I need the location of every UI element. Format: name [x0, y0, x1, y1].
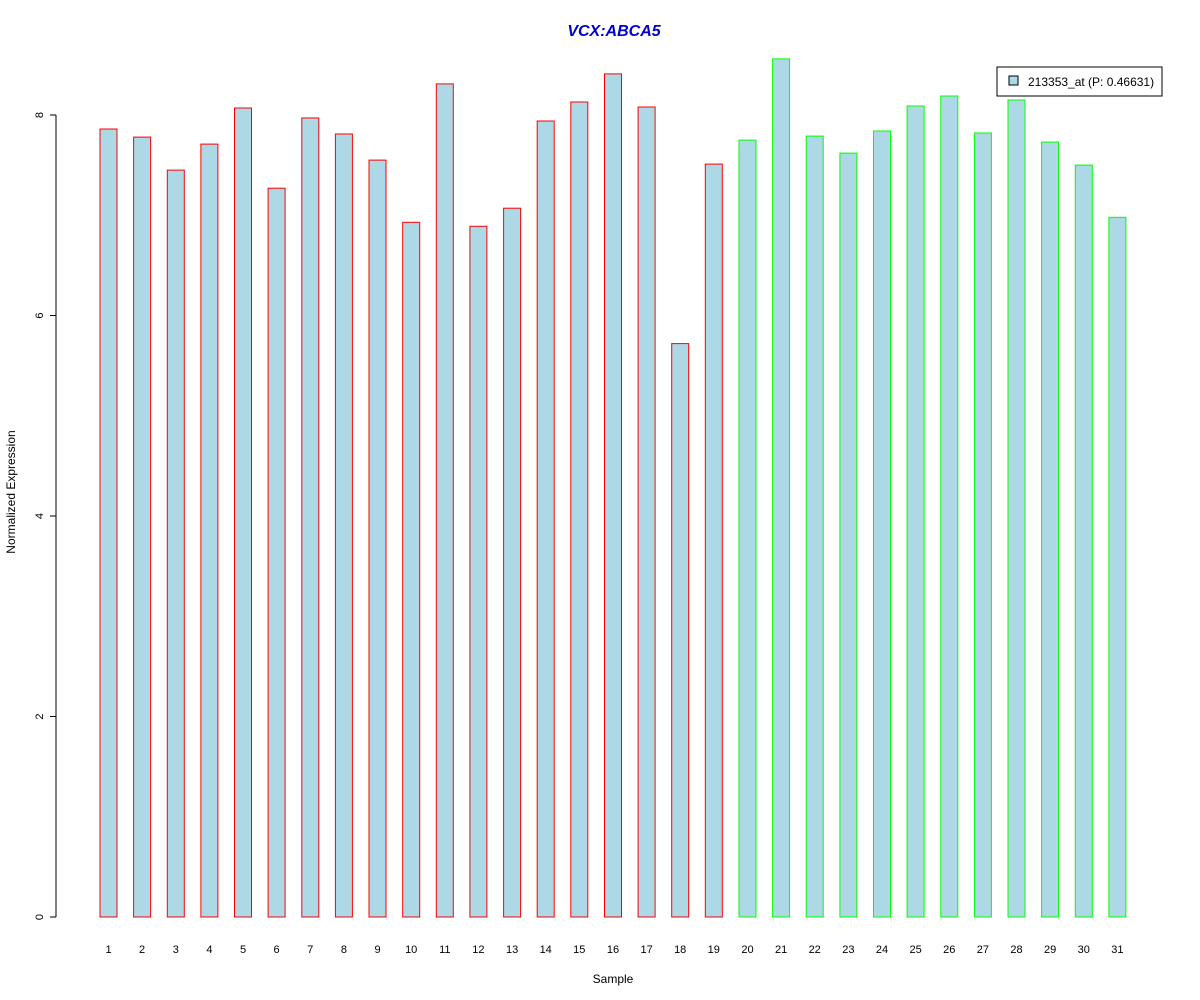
x-tick-label: 15	[573, 944, 585, 956]
x-tick-label: 30	[1078, 944, 1090, 956]
bar-sample-16	[604, 73, 622, 918]
bar-sample-7	[301, 117, 320, 918]
bar-sample-17	[637, 106, 656, 918]
bar-sample-31	[1108, 216, 1127, 918]
bar-sample-1	[99, 128, 118, 918]
x-tick-label: 26	[943, 944, 955, 956]
x-axis-labels: 1 2 3 4 5 6 7 8 9 10 11 12 13 14 15 16 17 18 19 20 21 22 23 24 2…	[105, 944, 1123, 956]
x-tick-label: 5	[240, 944, 246, 956]
bar-sample-30	[1074, 164, 1093, 918]
x-tick-label: 12	[472, 944, 484, 956]
legend-swatch	[1008, 75, 1019, 86]
x-tick-label: 18	[674, 944, 686, 956]
x-tick-label: 24	[876, 944, 888, 956]
bar-sample-9	[368, 159, 387, 918]
bar-sample-18	[671, 343, 690, 918]
bar-sample-23	[839, 152, 858, 918]
x-tick-label: 11	[439, 944, 450, 956]
x-tick-label: 1	[105, 944, 111, 956]
x-tick-label: 2	[139, 944, 145, 956]
x-tick-label: 16	[607, 944, 619, 956]
y-tick-label: 2	[34, 713, 46, 719]
x-tick-label: 17	[640, 944, 652, 956]
y-tick-label: 4	[34, 513, 46, 519]
y-tick-label: 0	[34, 914, 46, 920]
bar-sample-20	[738, 139, 757, 918]
bar-sample-5	[234, 107, 252, 918]
x-tick-label: 13	[506, 944, 518, 956]
bar-sample-14	[536, 120, 555, 918]
x-tick-label: 3	[173, 944, 179, 956]
bar-sample-13	[503, 207, 522, 918]
x-tick-label: 23	[842, 944, 854, 956]
x-tick-label: 4	[206, 944, 212, 956]
y-tick-label: 8	[34, 112, 46, 118]
bar-sample-21	[772, 58, 791, 918]
x-axis-label: Sample	[593, 972, 634, 986]
x-tick-label: 31	[1111, 944, 1123, 956]
x-tick-label: 10	[405, 944, 417, 956]
bars	[99, 58, 1127, 918]
x-tick-label: 9	[374, 944, 380, 956]
y-tick-label: 6	[34, 312, 46, 318]
bar-sample-3	[166, 169, 185, 918]
chart-title: VCX:ABCA5	[567, 23, 661, 40]
x-tick-label: 28	[1010, 944, 1022, 956]
bar-sample-24	[873, 130, 891, 918]
bar-sample-22	[805, 135, 824, 918]
bar-sample-2	[133, 136, 152, 918]
bar-sample-28	[1007, 99, 1026, 918]
x-tick-label: 22	[809, 944, 821, 956]
y-axis: 0 2 4 6 8	[34, 112, 57, 920]
x-tick-label: 27	[977, 944, 989, 956]
x-tick-label: 6	[274, 944, 280, 956]
bar-sample-11	[435, 83, 454, 918]
x-tick-label: 19	[708, 944, 720, 956]
x-tick-label: 20	[741, 944, 753, 956]
bar-sample-19	[704, 163, 723, 918]
y-axis-label: Normalized Expression	[4, 430, 18, 553]
legend-label: 213353_at (P: 0.46631)	[1028, 75, 1154, 89]
bar-sample-26	[940, 95, 959, 918]
bar-sample-29	[1041, 141, 1060, 918]
x-tick-label: 25	[909, 944, 921, 956]
bar-sample-25	[906, 105, 925, 918]
x-tick-label: 14	[540, 944, 552, 956]
bar-sample-27	[973, 132, 992, 918]
bar-sample-4	[200, 143, 219, 918]
bar-sample-15	[570, 101, 589, 918]
bar-sample-8	[334, 133, 353, 918]
bar-sample-6	[267, 187, 286, 918]
legend: 213353_at (P: 0.46631)	[996, 66, 1163, 97]
x-tick-label: 7	[307, 944, 313, 956]
x-tick-label: 8	[341, 944, 347, 956]
bar-sample-10	[402, 221, 421, 918]
x-tick-label: 21	[775, 944, 787, 956]
legend-box	[996, 66, 1163, 97]
x-tick-label: 29	[1044, 944, 1056, 956]
bar-sample-12	[469, 225, 488, 918]
